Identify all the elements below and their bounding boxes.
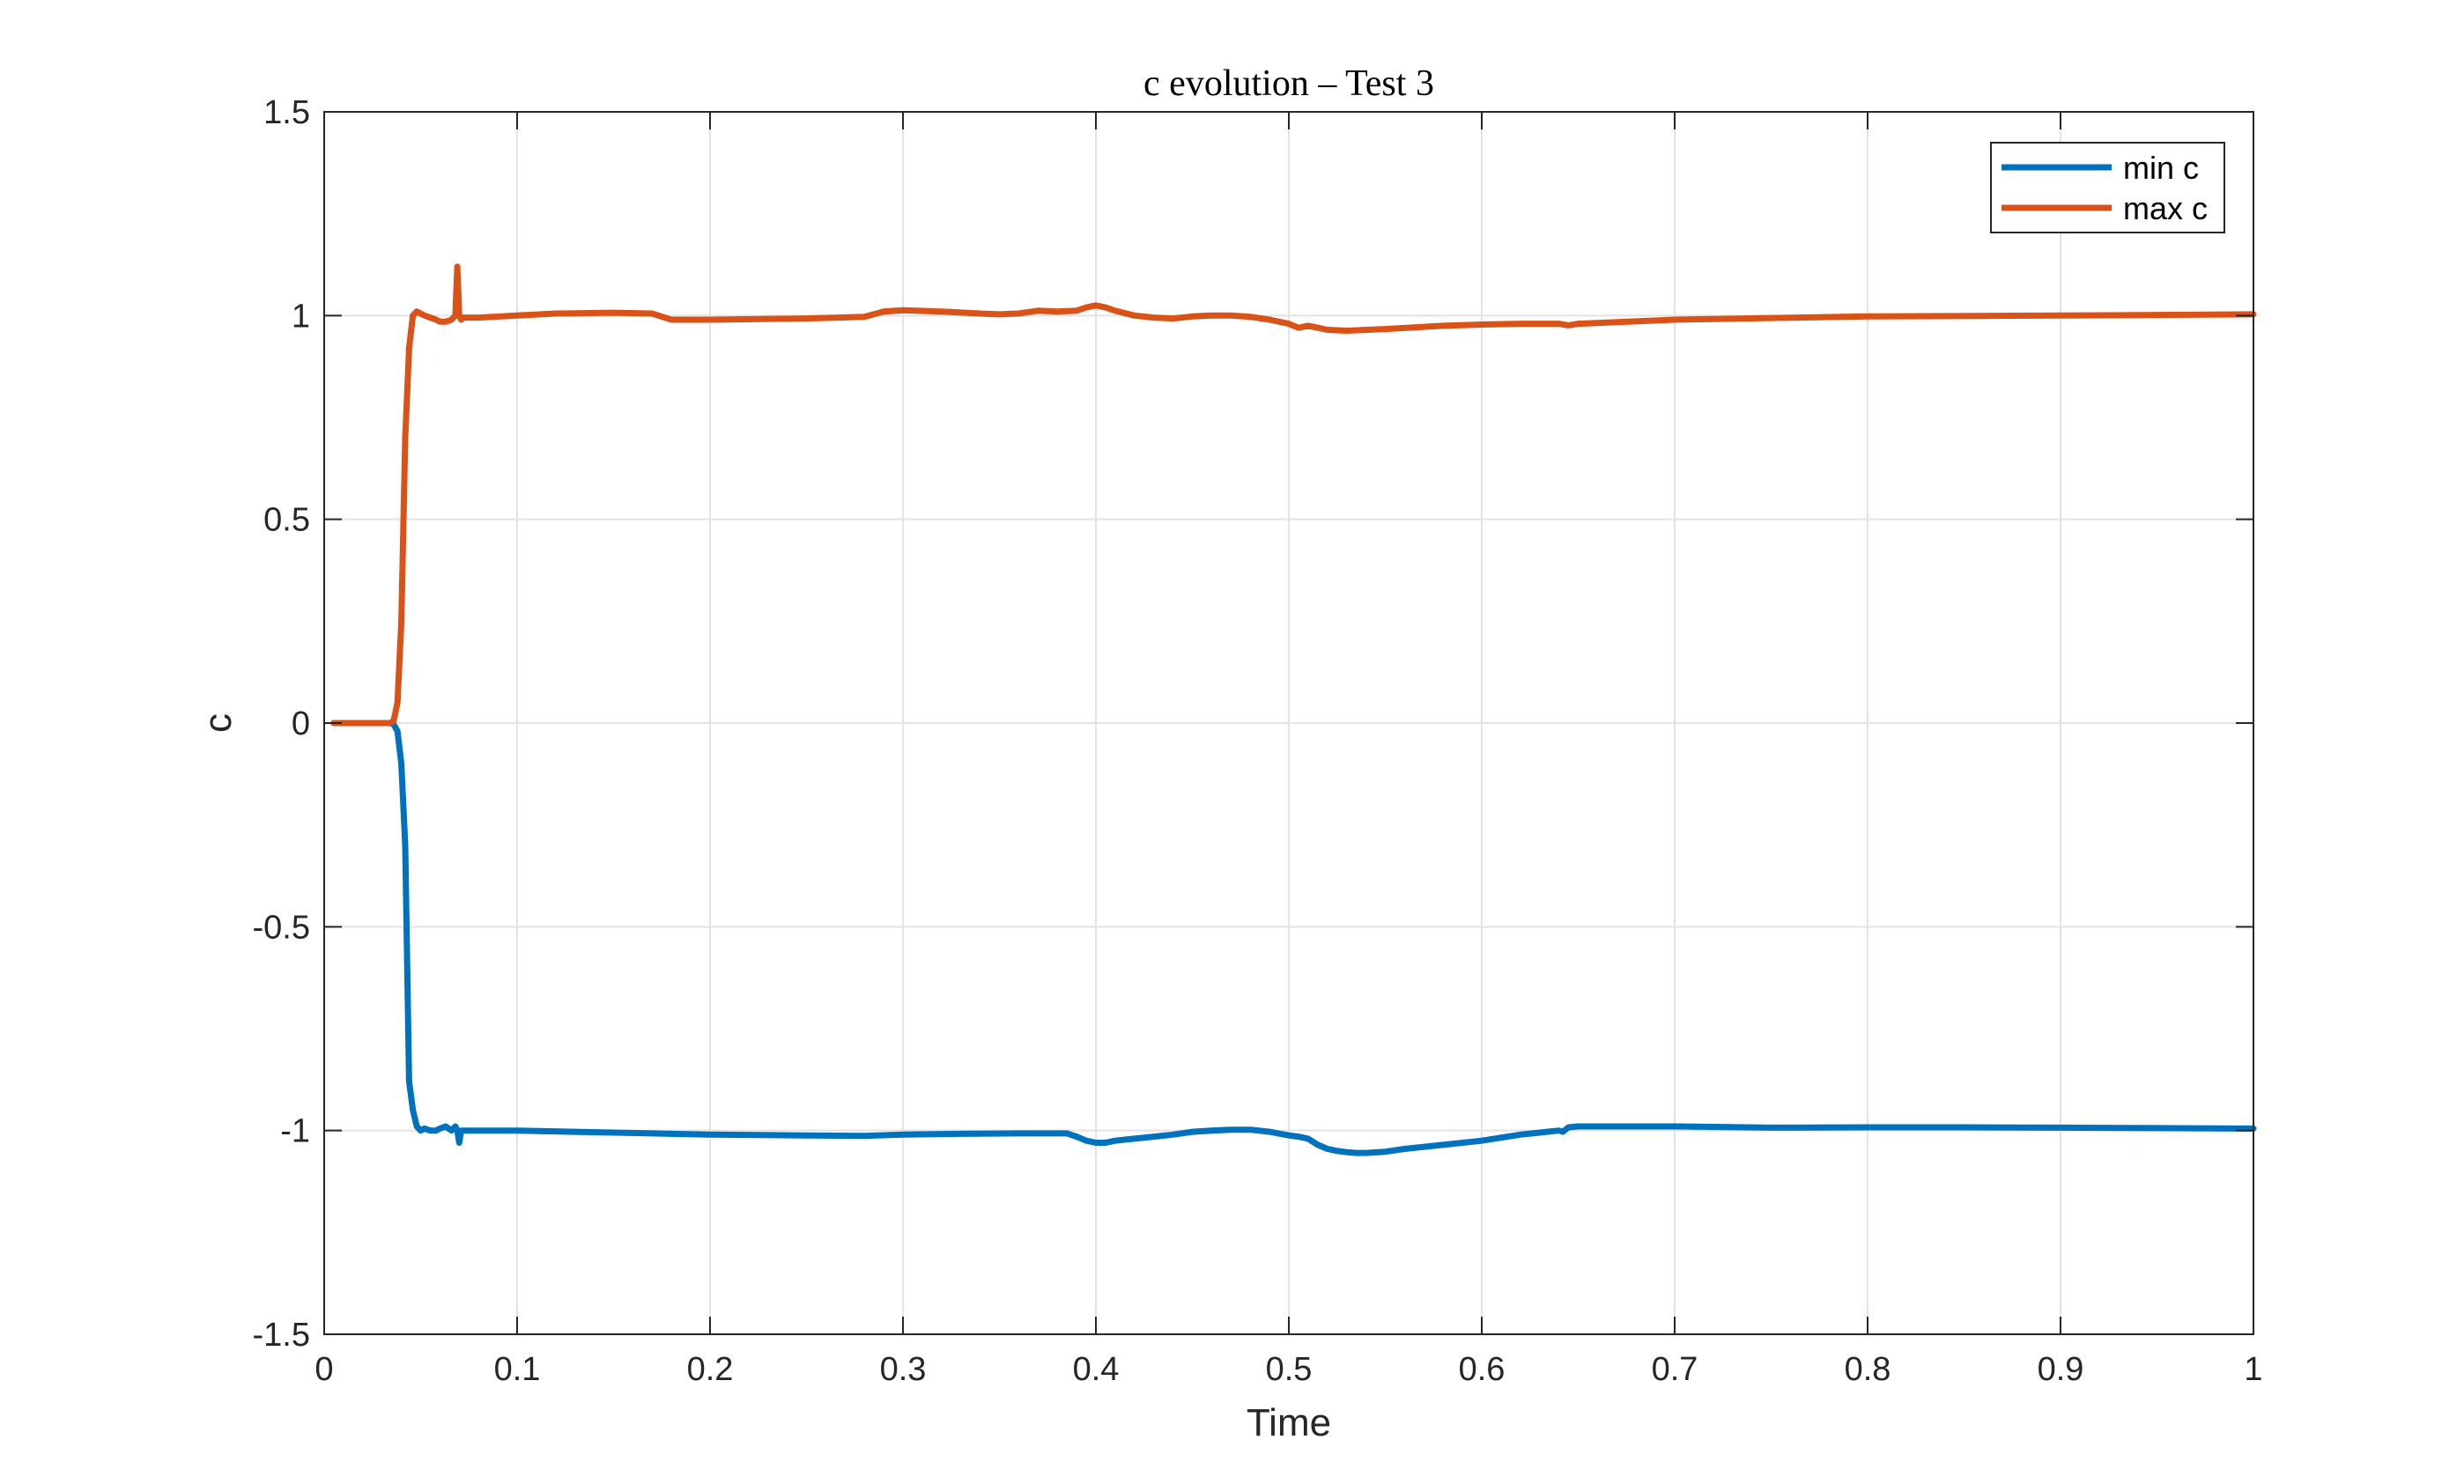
x-tick-label: 0 <box>314 1351 333 1388</box>
y-tick-labels: -1.5 -1 -0.5 0 0.5 1 1.5 <box>253 94 310 1354</box>
x-tick-label: 0.2 <box>687 1351 734 1388</box>
legend-label-max-c: max c <box>2123 190 2208 226</box>
x-tick-label: 0.1 <box>494 1351 541 1388</box>
y-axis-label: c <box>196 713 240 733</box>
ticks <box>323 111 2254 1335</box>
y-tick-label: 1.5 <box>263 94 310 131</box>
x-tick-label: 0.7 <box>1652 1351 1698 1388</box>
y-tick-label: -0.5 <box>253 909 310 946</box>
y-tick-label: -1 <box>280 1113 310 1150</box>
legend: min c max c <box>1990 142 2225 233</box>
x-tick-label: 0.5 <box>1266 1351 1313 1388</box>
series-group <box>330 263 2257 1156</box>
y-tick-label: -1.5 <box>253 1317 310 1354</box>
x-tick-label: 0.3 <box>880 1351 927 1388</box>
grid <box>324 112 2253 1334</box>
x-tick-label: 0.4 <box>1073 1351 1120 1388</box>
x-tick-label: 1 <box>2244 1351 2262 1388</box>
x-tick-label: 0.8 <box>1845 1351 1891 1388</box>
x-tick-label: 0.9 <box>2038 1351 2084 1388</box>
series-line-max-c <box>330 263 2257 727</box>
series-line-min-c <box>330 720 2257 1156</box>
x-tick-label: 0.6 <box>1459 1351 1506 1388</box>
legend-box <box>1990 142 2225 233</box>
x-axis-label: Time <box>1247 1401 1331 1444</box>
chart-title: c evolution – Test 3 <box>1143 63 1434 104</box>
y-tick-label: 1 <box>292 298 310 335</box>
y-tick-label: 0.5 <box>263 502 310 539</box>
legend-label-min-c: min c <box>2123 150 2199 186</box>
y-tick-label: 0 <box>292 705 310 742</box>
x-tick-labels: 0 0.1 0.2 0.3 0.4 0.5 0.6 0.7 0.8 0.9 1 <box>314 1351 2262 1388</box>
